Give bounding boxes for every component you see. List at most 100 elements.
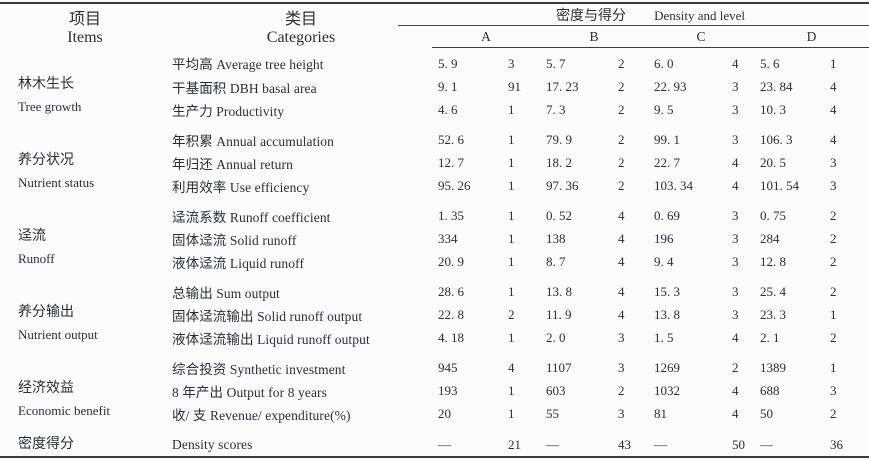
table-row: 8 年产出 Output for 8 years 193 1 603 2 1032 4 688… <box>0 379 869 402</box>
density-value-cell: 81 <box>654 405 667 421</box>
density-value-cell: 7. 3 <box>546 101 566 117</box>
score-cell: 1 <box>508 283 515 299</box>
item-label-zh: 养分输出 <box>18 305 74 320</box>
item-label-zh: 林木生长 <box>18 77 74 92</box>
score-cell: 2 <box>618 55 625 71</box>
score-cell: 4 <box>830 101 837 117</box>
density-value-cell: 52. 6 <box>438 131 464 147</box>
density-value-cell: 12. 7 <box>438 154 464 170</box>
score-cell: 1 <box>830 55 837 71</box>
density-value-cell: 55 <box>546 405 559 421</box>
score-cell: 2 <box>618 154 625 170</box>
score-cell: 4 <box>830 131 837 147</box>
density-value-cell: 22. 93 <box>654 78 687 94</box>
score-cell: 3 <box>830 382 837 398</box>
score-cell: 2 <box>618 177 625 193</box>
score-cell: 3 <box>830 154 837 170</box>
item-label-zh: 经济效益 <box>18 381 74 396</box>
score-cell: 50 <box>732 436 745 452</box>
score-cell: 2 <box>618 131 625 147</box>
category-cell: 平均高 Average tree height <box>172 57 324 73</box>
score-cell: 3 <box>732 253 739 269</box>
density-value-cell: 22. 7 <box>654 154 680 170</box>
table-row: 经济效益 Economic benefit 综合投资 Synthetic inves… <box>0 349 869 419</box>
density-value-cell: 9. 5 <box>654 101 674 117</box>
density-value-cell: 23. 3 <box>760 306 786 322</box>
density-value-cell: 5. 6 <box>760 55 780 71</box>
density-value-cell: 1032 <box>654 382 680 398</box>
category-cell: 8 年产出 Output for 8 years <box>172 384 327 400</box>
table-row: 林木生长 Tree growth 平均高 Average tree height 5.… <box>0 48 869 115</box>
density-value-cell: 8. 7 <box>546 253 566 269</box>
category-cell: 液体迳流 Liquid runoff <box>172 255 305 271</box>
density-value-cell: 0. 69 <box>654 207 680 223</box>
density-value-cell: 97. 36 <box>546 177 579 193</box>
category-cell: 综合投资 Synthetic investment <box>172 361 346 377</box>
score-cell: 3 <box>618 405 625 421</box>
score-cell: 1 <box>508 382 515 398</box>
score-cell: 4 <box>618 230 625 246</box>
header-categories: 类目 Categories <box>170 3 432 48</box>
category-cell: 生产力 Productivity <box>172 103 285 119</box>
table-row: 液体迳流输出 Liquid runoff output 4. 18 1 2. 0 3 1.… <box>0 326 869 349</box>
score-cell: 21 <box>508 436 521 452</box>
density-value-cell: 2. 1 <box>760 329 780 345</box>
density-value-cell: 1. 5 <box>654 329 674 345</box>
score-cell: 3 <box>732 283 739 299</box>
score-cell: 4 <box>732 177 739 193</box>
score-cell: 1 <box>508 101 515 117</box>
density-value-cell: 0. 52 <box>546 207 572 223</box>
score-cell: 4 <box>830 78 837 94</box>
category-cell: 干基面积 DBH basal area <box>172 80 317 96</box>
density-value-cell: 13. 8 <box>546 283 572 299</box>
category-cell: 年归还 Annual return <box>172 156 293 172</box>
density-value-cell: 4. 18 <box>438 329 464 345</box>
density-value-cell: 0. 75 <box>760 207 786 223</box>
score-cell: 2 <box>618 382 625 398</box>
density-value-cell: 1107 <box>546 359 572 375</box>
item-group-label: 养分状况 Nutrient status <box>0 121 170 197</box>
score-cell: 4 <box>732 154 739 170</box>
density-value-cell: 284 <box>760 230 780 246</box>
score-cell: 3 <box>618 329 625 345</box>
item-group-label: 养分输出 Nutrient output <box>0 273 170 349</box>
density-value-cell: 6. 0 <box>654 55 674 71</box>
score-cell: 2 <box>830 329 837 345</box>
density-value-cell: 13. 8 <box>654 306 680 322</box>
score-cell: 2 <box>830 207 837 223</box>
header-density-en: Density and level <box>654 8 746 23</box>
density-value-cell: 9. 4 <box>654 253 674 269</box>
score-cell: 91 <box>508 78 521 94</box>
density-value-cell: 22. 8 <box>438 306 464 322</box>
density-value-cell: — <box>654 436 667 452</box>
density-value-cell: 334 <box>438 230 458 246</box>
score-cell: 2 <box>618 101 625 117</box>
density-value-cell: 603 <box>546 382 566 398</box>
score-cell: 2 <box>508 306 515 322</box>
header-col-a: A <box>432 26 540 48</box>
score-cell: 2 <box>830 253 837 269</box>
density-value-cell: 688 <box>760 382 780 398</box>
score-cell: 3 <box>732 306 739 322</box>
score-cell: 4 <box>732 329 739 345</box>
table-row: 固体迳流输出 Solid runoff output 22. 8 2 11. 9 4 13… <box>0 303 869 326</box>
density-value-cell: 12. 8 <box>760 253 786 269</box>
density-value-cell: 23. 84 <box>760 78 793 94</box>
header-density-zh: 密度与得分 <box>556 9 627 24</box>
footer-item-zh: 密度得分 <box>18 436 74 452</box>
header-items-zh: 项目 <box>68 10 101 28</box>
header-row-2: A B C D <box>0 26 869 48</box>
score-cell: 3 <box>508 55 515 71</box>
score-cell: 3 <box>732 131 739 147</box>
score-cell: 4 <box>732 405 739 421</box>
score-cell: 1 <box>508 207 515 223</box>
score-cell: 2 <box>830 283 837 299</box>
score-cell: 4 <box>618 306 625 322</box>
item-label-en: Runoff <box>18 251 55 266</box>
table-body: 林木生长 Tree growth 平均高 Average tree height 5.… <box>0 48 869 458</box>
density-value-cell: 99. 1 <box>654 131 680 147</box>
category-cell: 利用效率 Use efficiency <box>172 179 310 195</box>
density-value-cell: 10. 3 <box>760 101 786 117</box>
density-value-cell: 193 <box>438 382 458 398</box>
